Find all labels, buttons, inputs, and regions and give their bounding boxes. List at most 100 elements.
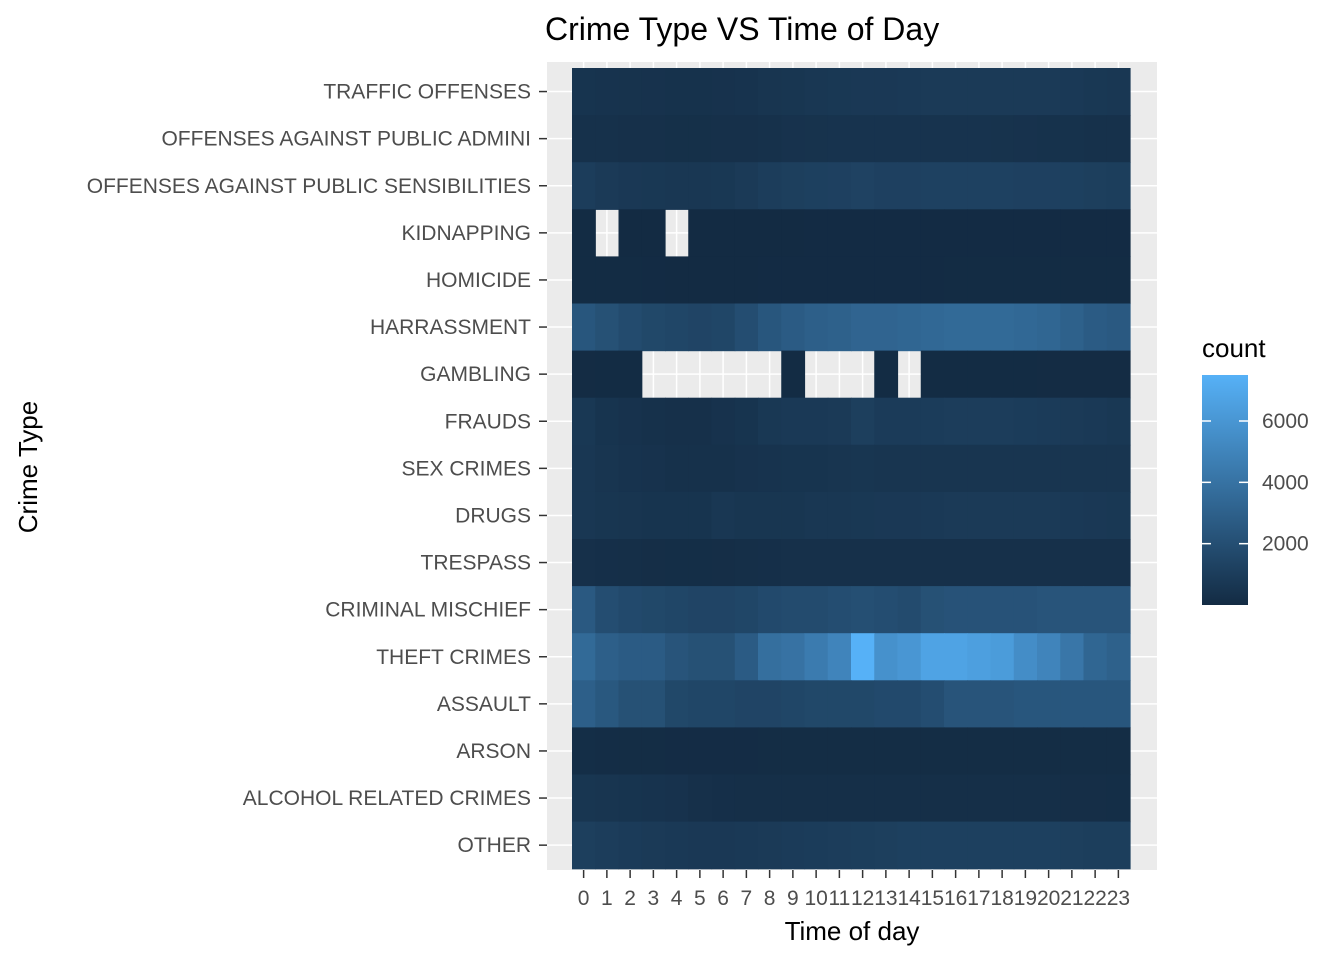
y-tick-label: FRAUDS bbox=[445, 410, 531, 433]
heatmap-cell bbox=[1060, 633, 1085, 681]
heatmap-cell bbox=[944, 586, 968, 634]
legend-ticks: 2000 4000 6000 bbox=[1202, 410, 1309, 556]
legend-tick-label: 6000 bbox=[1262, 410, 1309, 433]
heatmap-cell bbox=[1083, 821, 1108, 870]
y-tick-label: OTHER bbox=[458, 834, 532, 857]
heatmap-cell bbox=[967, 350, 992, 399]
heatmap-cell bbox=[641, 397, 666, 446]
heatmap-cell bbox=[1013, 303, 1038, 352]
x-tick-label: 22 bbox=[1083, 887, 1106, 910]
heatmap-cell bbox=[1013, 209, 1038, 257]
heatmap-cell bbox=[688, 680, 713, 728]
heatmap-cell bbox=[1083, 774, 1108, 823]
heatmap-cell bbox=[595, 821, 620, 870]
heatmap-cell bbox=[618, 256, 643, 305]
heatmap-cell bbox=[897, 397, 922, 446]
heatmap-cell bbox=[1037, 397, 1061, 446]
heatmap-cell bbox=[665, 303, 689, 352]
heatmap-cell bbox=[967, 539, 992, 587]
heatmap-cell bbox=[920, 256, 945, 305]
heatmap-cell bbox=[804, 491, 829, 540]
heatmap-cell bbox=[1106, 774, 1131, 823]
heatmap-cell bbox=[1083, 586, 1108, 634]
heatmap-cell bbox=[897, 68, 922, 116]
y-tick-label: CRIMINAL MISCHIEF bbox=[325, 599, 531, 622]
heatmap-cell bbox=[804, 115, 829, 163]
heatmap-cell bbox=[618, 586, 643, 634]
heatmap-cell bbox=[1037, 821, 1061, 870]
x-tick-label: 11 bbox=[828, 887, 850, 910]
heatmap-cell bbox=[595, 256, 620, 305]
heatmap-cell bbox=[1106, 397, 1131, 446]
heatmap-cell bbox=[851, 586, 875, 634]
heatmap-cell bbox=[734, 68, 759, 116]
heatmap-cell bbox=[1083, 350, 1108, 399]
heatmap-cell bbox=[827, 586, 852, 634]
heatmap-cell bbox=[1060, 68, 1085, 116]
heatmap-cell bbox=[1037, 774, 1061, 823]
heatmap-cell bbox=[618, 727, 643, 776]
heatmap-cell bbox=[804, 586, 829, 634]
heatmap-cell bbox=[990, 727, 1015, 776]
heatmap-cell bbox=[967, 680, 992, 728]
heatmap-cell bbox=[967, 491, 992, 540]
y-tick-label: THEFT CRIMES bbox=[376, 646, 531, 669]
heatmap-cell bbox=[572, 727, 596, 776]
heatmap-cell bbox=[944, 444, 968, 493]
heatmap-cell bbox=[641, 633, 666, 681]
y-tick-label: SEX CRIMES bbox=[401, 457, 531, 480]
heatmap-cell bbox=[967, 162, 992, 210]
heatmap-cell bbox=[897, 162, 922, 210]
heatmap-cell bbox=[804, 256, 829, 305]
heatmap-cell bbox=[781, 162, 806, 210]
x-tick-label: 14 bbox=[897, 887, 921, 910]
heatmap-cell bbox=[944, 491, 968, 540]
heatmap-cell bbox=[711, 209, 736, 257]
heatmap-cell bbox=[781, 444, 806, 493]
heatmap-cell bbox=[874, 633, 899, 681]
heatmap-cell bbox=[688, 303, 713, 352]
heatmap-cell bbox=[572, 633, 596, 681]
x-tick-label: 20 bbox=[1037, 887, 1060, 910]
heatmap-cell bbox=[920, 162, 945, 210]
heatmap-cell bbox=[734, 209, 759, 257]
heatmap-cell bbox=[688, 539, 713, 587]
heatmap-cell bbox=[1037, 256, 1061, 305]
heatmap-cell bbox=[1037, 162, 1061, 210]
heatmap-cell bbox=[920, 774, 945, 823]
heatmap-cell bbox=[1013, 162, 1038, 210]
heatmap-cell bbox=[595, 727, 620, 776]
y-tick-label: GAMBLING bbox=[420, 363, 531, 386]
heatmap-cell bbox=[804, 633, 829, 681]
heatmap-cell bbox=[1106, 209, 1131, 257]
heatmap-cell bbox=[618, 491, 643, 540]
heatmap-cell bbox=[781, 727, 806, 776]
heatmap-cell bbox=[827, 115, 852, 163]
y-tick-label: OFFENSES AGAINST PUBLIC SENSIBILITIES bbox=[87, 175, 531, 198]
heatmap-cell bbox=[734, 727, 759, 776]
heatmap-cell bbox=[641, 209, 666, 257]
heatmap-cell bbox=[665, 491, 689, 540]
heatmap-cell bbox=[967, 303, 992, 352]
heatmap-cell bbox=[734, 774, 759, 823]
heatmap-cell bbox=[758, 444, 782, 493]
heatmap-cell bbox=[1013, 727, 1038, 776]
heatmap-cell bbox=[734, 491, 759, 540]
heatmap-cell bbox=[641, 491, 666, 540]
heatmap-cell bbox=[944, 162, 968, 210]
heatmap-cell bbox=[618, 444, 643, 493]
heatmap-cell bbox=[897, 209, 922, 257]
heatmap-cell bbox=[711, 539, 736, 587]
heatmap-cell bbox=[1013, 774, 1038, 823]
heatmap-cell bbox=[711, 680, 736, 728]
heatmap-cell bbox=[990, 539, 1015, 587]
heatmap-cell bbox=[1037, 303, 1061, 352]
heatmap-cell bbox=[851, 727, 875, 776]
heatmap-cell bbox=[804, 209, 829, 257]
heatmap-cell bbox=[990, 633, 1015, 681]
heatmap-cell bbox=[827, 727, 852, 776]
heatmap-cell bbox=[618, 821, 643, 870]
heatmap-cell bbox=[1106, 303, 1131, 352]
heatmap-cell bbox=[711, 444, 736, 493]
heatmap-cell bbox=[920, 68, 945, 116]
